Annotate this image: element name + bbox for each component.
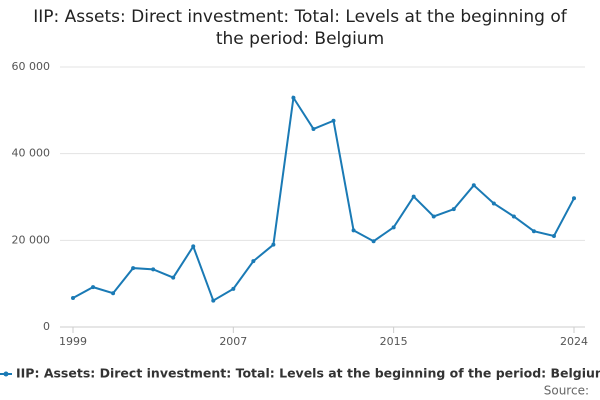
point: [111, 291, 116, 296]
point: [491, 201, 496, 206]
y-tick-label: 60 000: [12, 60, 51, 73]
point: [251, 259, 256, 264]
point: [171, 275, 176, 280]
y-tick-label: 40 000: [12, 147, 51, 160]
point: [451, 207, 456, 212]
point: [211, 298, 216, 303]
point: [231, 286, 236, 291]
legend-label: IIP: Assets: Direct investment: Total: L…: [16, 366, 600, 381]
legend-marker: [3, 371, 9, 377]
point: [351, 228, 356, 233]
point: [191, 244, 196, 249]
x-tick-label: 2024: [560, 335, 588, 348]
point: [151, 267, 156, 272]
y-tick-label: 0: [43, 320, 50, 333]
point: [531, 229, 536, 234]
source-label: Source:: [544, 384, 589, 398]
point: [511, 214, 516, 219]
point: [291, 95, 296, 100]
point: [271, 242, 276, 247]
point: [71, 295, 75, 300]
point: [331, 118, 336, 123]
chart-title: IIP: Assets: Direct investment: Total: L…: [33, 7, 567, 49]
point: [391, 225, 396, 230]
point: [551, 234, 556, 238]
point: [431, 214, 436, 219]
series-line: [72, 94, 575, 303]
point: [91, 285, 96, 290]
point: [572, 196, 576, 201]
point: [471, 183, 476, 188]
y-tick-label: 20 000: [12, 233, 51, 246]
point: [371, 239, 376, 244]
point: [311, 126, 316, 131]
x-tick-label: 2007: [219, 335, 247, 348]
point: [411, 194, 416, 199]
point: [131, 266, 136, 271]
x-tick-label: 1999: [59, 335, 87, 348]
x-tick-label: 2015: [380, 335, 408, 348]
